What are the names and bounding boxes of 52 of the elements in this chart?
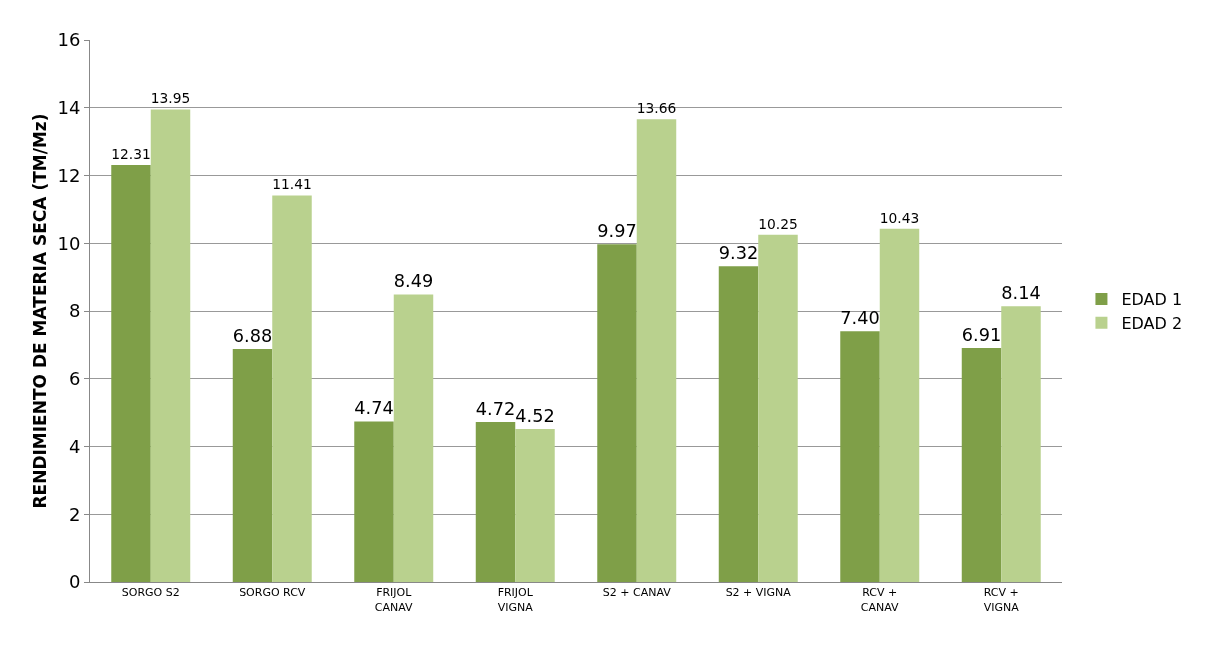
bar [272, 195, 312, 582]
data-label: 9.97 [597, 221, 637, 242]
y-tick-label: 6 [68, 368, 81, 390]
y-axis-title: RENDIMIENTO DE MATERIA SECA (TM/Mz) [30, 113, 50, 509]
bar [354, 421, 394, 582]
data-label: 8.49 [393, 271, 434, 292]
data-label: 12.31 [111, 145, 151, 162]
data-label: 9.32 [718, 243, 759, 264]
y-tick-label: 12 [57, 164, 81, 186]
bar [597, 244, 637, 582]
x-tick-label: S2 + CANAV [602, 586, 672, 600]
data-label: 6.88 [232, 326, 273, 346]
bar [840, 331, 880, 582]
y-tick-label: 16 [57, 29, 81, 51]
data-label: 13.95 [150, 90, 191, 107]
legend-label: EDAD 1 [1121, 290, 1183, 310]
data-label: 10.43 [879, 209, 920, 226]
y-tick-label: 8 [68, 300, 81, 322]
y-tick-label: 4 [68, 435, 81, 457]
x-tick-label: FRIJOL VIGNA [497, 586, 534, 614]
bar [515, 428, 555, 582]
x-tick-label: RCV + CANAV [860, 586, 900, 614]
bar [758, 234, 798, 582]
legend-label: EDAD 2 [1121, 313, 1183, 333]
bar [150, 109, 191, 582]
data-label: 6.91 [961, 324, 1002, 345]
data-label: 4.72 [475, 399, 516, 420]
y-tick-label: 2 [68, 503, 81, 525]
bar [879, 228, 920, 582]
y-tick-label: 14 [57, 97, 81, 119]
data-label: 11.41 [272, 176, 312, 193]
bar [111, 165, 151, 582]
bar [393, 294, 434, 582]
y-tick-label: 10 [57, 232, 81, 254]
bar [232, 348, 273, 582]
data-label: 4.52 [515, 405, 555, 426]
x-tick-label: RCV + VIGNA [983, 586, 1020, 614]
bar [961, 347, 1002, 582]
bar [475, 422, 516, 582]
y-tick-label: 0 [68, 571, 81, 593]
data-label: 7.40 [840, 308, 880, 329]
x-tick-label: SORGO S2 [121, 586, 180, 600]
bar [1001, 306, 1041, 582]
x-tick-label: FRIJOL CANAV [374, 586, 414, 614]
x-tick-label: S2 + VIGNA [725, 586, 792, 600]
x-tick-label: SORGO RCV [239, 586, 306, 600]
bar [636, 119, 677, 582]
data-label: 8.14 [1001, 283, 1041, 304]
bar [718, 266, 759, 582]
data-label: 13.66 [636, 100, 677, 117]
data-label: 4.74 [354, 398, 394, 419]
data-label: 10.25 [758, 215, 798, 232]
